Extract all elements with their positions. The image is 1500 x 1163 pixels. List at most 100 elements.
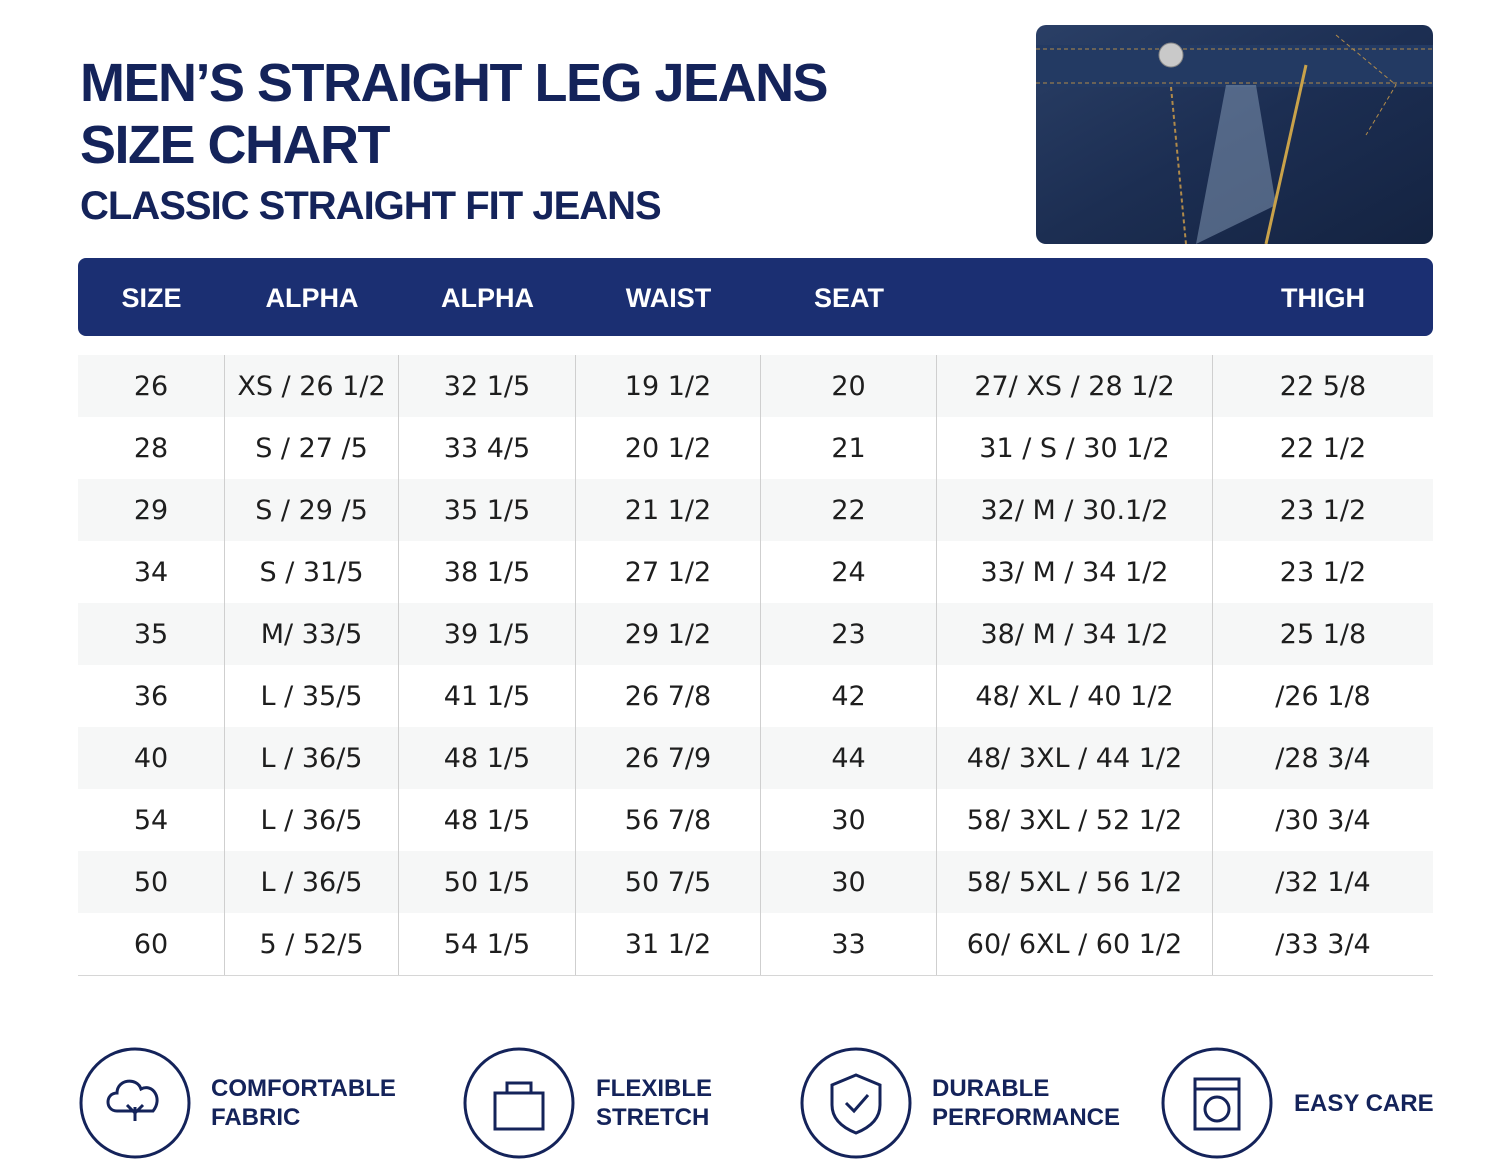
table-cell: /26 1/8 bbox=[1275, 681, 1371, 712]
table-cell: 28 bbox=[78, 417, 225, 479]
title-line: SIZE CHART bbox=[80, 115, 391, 175]
table-cell: 31 1/2 bbox=[576, 913, 761, 975]
feature-line: PERFORMANCE bbox=[932, 1104, 1121, 1131]
table-row: 28 S / 27 /5 33 4/5 20 1/2 21 31 / S / 30 1/2… bbox=[78, 417, 1433, 480]
column-header: ALPHA bbox=[441, 283, 534, 313]
table-cell: 24 bbox=[761, 541, 937, 603]
table-cell: 50 bbox=[78, 851, 225, 913]
table-row: 35 M/ 33/5 39 1/5 29 1/2 23 38/ M / 34 1/2 25 … bbox=[78, 603, 1433, 666]
table-cell: L / 35/5 bbox=[225, 665, 399, 727]
table-row: 36 L / 35/5 41 1/5 26 7/8 42 48/ XL / 40 1/2 /… bbox=[78, 665, 1433, 728]
feature-label: DURABLE PERFORMANCE bbox=[932, 1074, 1120, 1132]
feature-icon bbox=[1161, 1047, 1273, 1159]
table-cell: 26 7/9 bbox=[576, 727, 761, 789]
feature-icon bbox=[79, 1047, 191, 1159]
table-cell: L / 36/5 bbox=[225, 727, 399, 789]
header-bar: SIZE ALPHA ALPHA WAIST SEAT THIGH bbox=[78, 258, 1433, 336]
feature-line: FABRIC bbox=[211, 1104, 301, 1131]
table-cell: 48/ 3XL / 44 1/2 bbox=[937, 727, 1213, 789]
table-cell: L / 36/5 bbox=[225, 789, 399, 851]
feature-label: COMFORTABLE FABRIC bbox=[211, 1074, 396, 1132]
feature-line: COMFORTABLE bbox=[211, 1075, 396, 1102]
table-cell: 33/ M / 34 1/2 bbox=[937, 541, 1213, 603]
table-cell: 58/ 5XL / 56 1/2 bbox=[937, 851, 1213, 913]
table-cell: 26 bbox=[78, 355, 225, 417]
subtitle: CLASSIC STRAIGHT FIT JEANS bbox=[80, 184, 662, 228]
table-cell: 21 bbox=[761, 417, 937, 479]
table-cell: 54 bbox=[78, 789, 225, 851]
feature-line: STRETCH bbox=[596, 1104, 710, 1131]
table-cell: 22 1/2 bbox=[1279, 433, 1367, 464]
column-header: WAIST bbox=[625, 283, 712, 313]
table-cell: 34 bbox=[78, 541, 225, 603]
table-cell: 38 1/5 bbox=[399, 541, 576, 603]
table-cell: /33 3/4 bbox=[1275, 929, 1371, 960]
table-cell: 54 1/5 bbox=[399, 913, 576, 975]
table-cell: 29 1/2 bbox=[576, 603, 761, 665]
column-header: ALPHA bbox=[265, 283, 359, 313]
table-cell: 23 1/2 bbox=[1279, 557, 1367, 588]
table-cell: 50 1/5 bbox=[399, 851, 576, 913]
table-cell: 48/ XL / 40 1/2 bbox=[937, 665, 1213, 727]
table-row: 29 S / 29 /5 35 1/5 21 1/2 22 32/ M / 30.1/2 2… bbox=[78, 479, 1433, 542]
table-row: 60 5 / 52/5 54 1/5 31 1/2 33 60/ 6XL / 60 1/2… bbox=[78, 913, 1433, 976]
feature-label: FLEXIBLE STRETCH bbox=[596, 1074, 712, 1132]
table-cell: 56 7/8 bbox=[576, 789, 761, 851]
table-row: 40 L / 36/5 48 1/5 26 7/9 44 48/ 3XL / 44 1/2… bbox=[78, 727, 1433, 790]
table-cell: S / 31/5 bbox=[225, 541, 399, 603]
feature-label: EASY CARE bbox=[1294, 1089, 1434, 1118]
feature-line: DURABLE bbox=[932, 1075, 1050, 1102]
column-header: THIGH bbox=[1281, 283, 1365, 313]
table-cell: 30 bbox=[761, 789, 937, 851]
feature-line: EASY CARE bbox=[1294, 1089, 1434, 1117]
title-line: MEN’S STRAIGHT LEG JEANS bbox=[80, 53, 829, 113]
table-row: 26 XS / 26 1/2 32 1/5 19 1/2 20 27/ XS / 28 1… bbox=[78, 355, 1433, 418]
table-cell: 23 1/2 bbox=[1279, 495, 1367, 526]
table-cell: 36 bbox=[78, 665, 225, 727]
table-cell: 33 bbox=[761, 913, 937, 975]
table-cell: 19 1/2 bbox=[576, 355, 761, 417]
table-cell: 27 1/2 bbox=[576, 541, 761, 603]
table-cell: 20 1/2 bbox=[576, 417, 761, 479]
table-cell: 29 bbox=[78, 479, 225, 541]
table-cell: 32/ M / 30.1/2 bbox=[937, 479, 1213, 541]
table-cell: 35 bbox=[78, 603, 225, 665]
table-cell: M/ 33/5 bbox=[225, 603, 399, 665]
table-cell: 48 1/5 bbox=[399, 727, 576, 789]
table-row: 34 S / 31/5 38 1/5 27 1/2 24 33/ M / 34 1/2 23… bbox=[78, 541, 1433, 604]
table-cell: 44 bbox=[761, 727, 937, 789]
table-cell: 50 7/5 bbox=[576, 851, 761, 913]
feature-icon bbox=[800, 1047, 912, 1159]
table-cell: /28 3/4 bbox=[1275, 743, 1371, 774]
table-cell: 30 bbox=[761, 851, 937, 913]
table-cell: 38/ M / 34 1/2 bbox=[937, 603, 1213, 665]
table-row: 54 L / 36/5 48 1/5 56 7/8 30 58/ 3XL / 52 1/2… bbox=[78, 789, 1433, 852]
column-header: SEAT bbox=[813, 283, 884, 313]
table-cell: 48 1/5 bbox=[399, 789, 576, 851]
table-cell: 42 bbox=[761, 665, 937, 727]
table-cell: 23 bbox=[761, 603, 937, 665]
table-cell: 5 / 52/5 bbox=[225, 913, 399, 975]
table-cell: 27/ XS / 28 1/2 bbox=[937, 355, 1213, 417]
table-cell: 32 1/5 bbox=[399, 355, 576, 417]
table-cell: 22 5/8 bbox=[1279, 371, 1367, 402]
table-cell: /30 3/4 bbox=[1275, 805, 1371, 836]
table-cell: 20 bbox=[761, 355, 937, 417]
table-cell: 35 1/5 bbox=[399, 479, 576, 541]
feature-icon bbox=[463, 1047, 575, 1159]
table-cell: 21 1/2 bbox=[576, 479, 761, 541]
table-cell: S / 29 /5 bbox=[225, 479, 399, 541]
column-header: SIZE bbox=[121, 283, 182, 313]
table-cell: 60 bbox=[78, 913, 225, 975]
table-cell: /32 1/4 bbox=[1275, 867, 1371, 898]
table-cell: 41 1/5 bbox=[399, 665, 576, 727]
table-cell: 25 1/8 bbox=[1279, 619, 1367, 650]
table-cell: S / 27 /5 bbox=[225, 417, 399, 479]
table-cell: L / 36/5 bbox=[225, 851, 399, 913]
table-cell: 39 1/5 bbox=[399, 603, 576, 665]
feature-line: FLEXIBLE bbox=[596, 1075, 713, 1102]
table-cell: 31 / S / 30 1/2 bbox=[937, 417, 1213, 479]
table-cell: 40 bbox=[78, 727, 225, 789]
table-cell: 58/ 3XL / 52 1/2 bbox=[937, 789, 1213, 851]
